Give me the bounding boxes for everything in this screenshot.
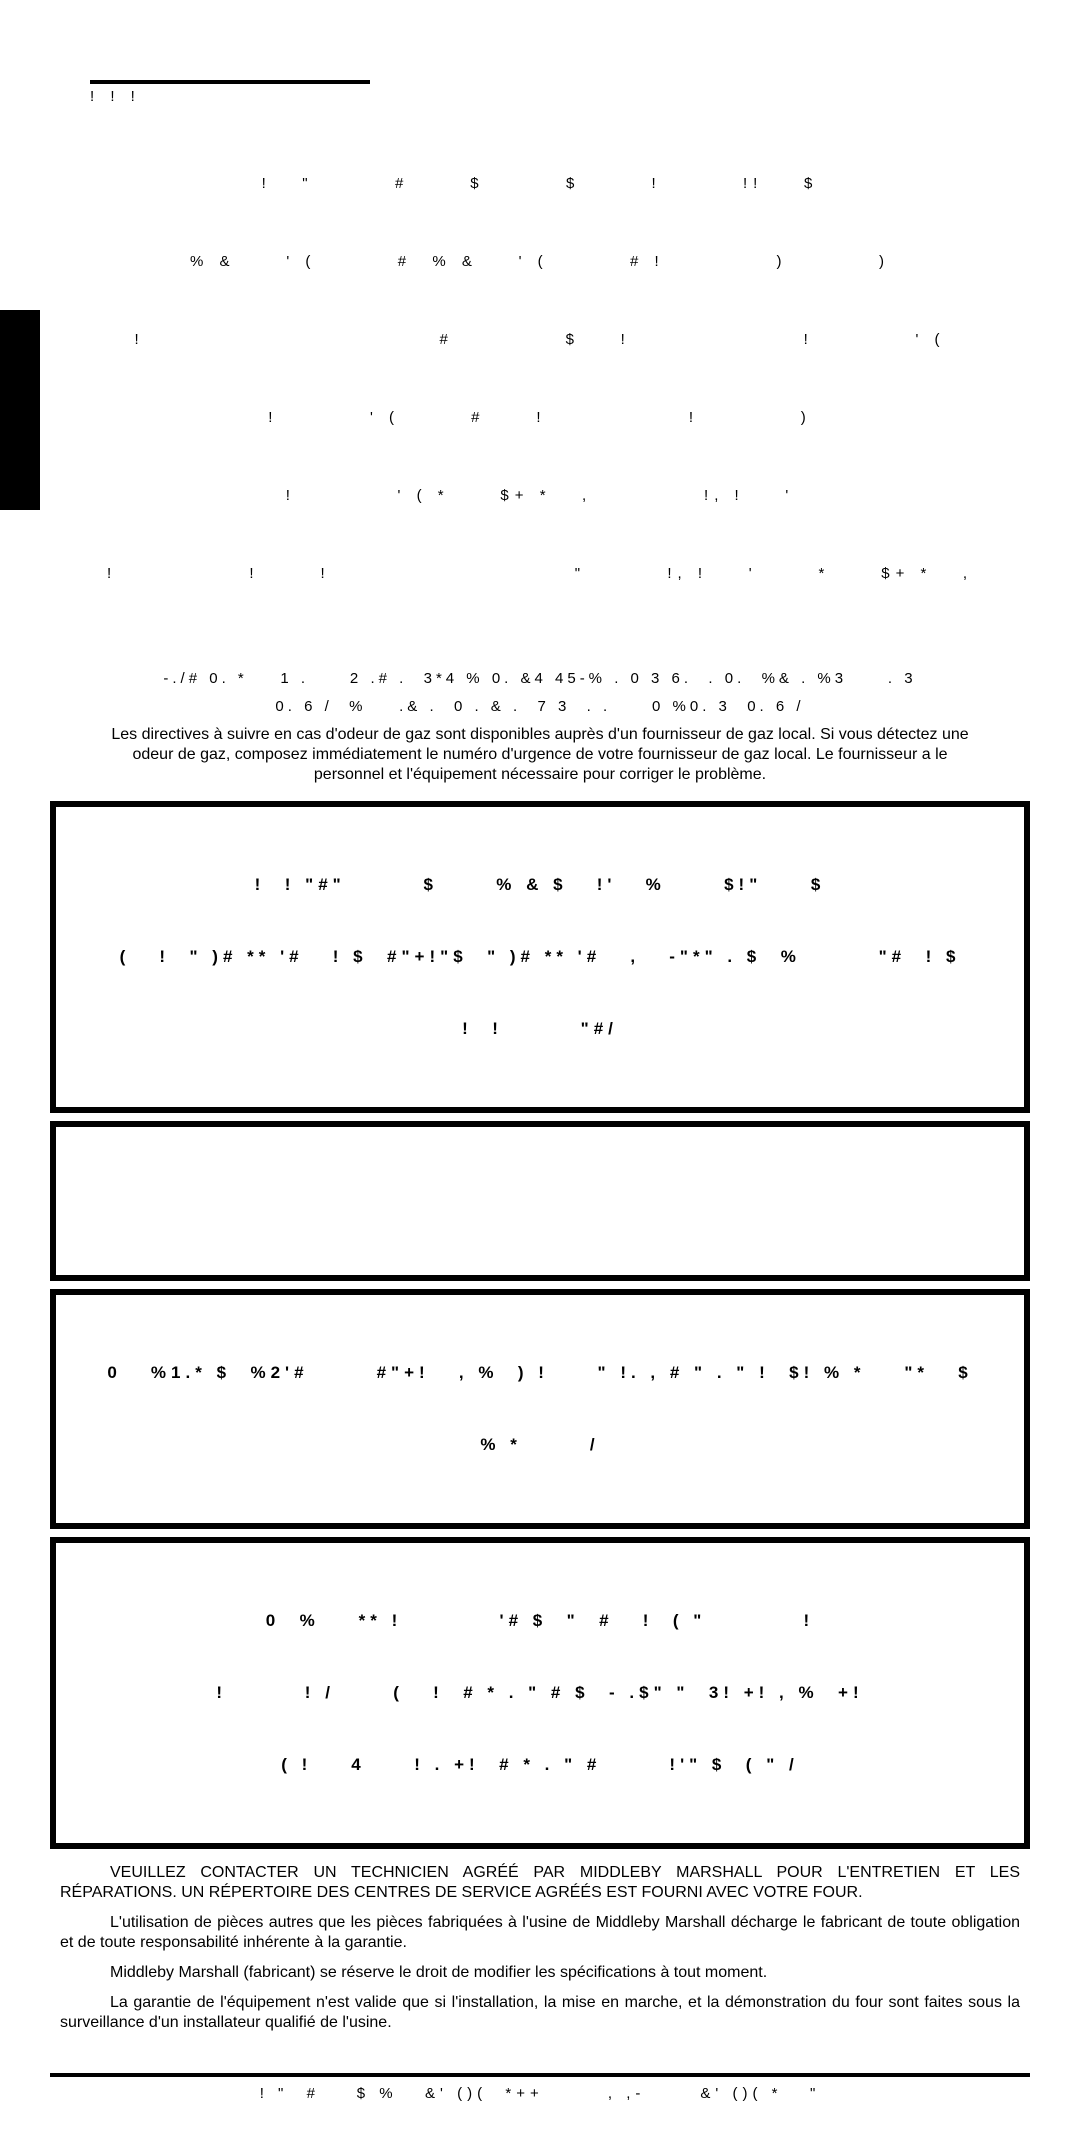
box-line: ( ! " )# ** '# ! $ #"+!"$ " )# ** '# , -… (76, 945, 1004, 969)
box-line: ( ! 4 ! . +! # * . " # !'" $ ( " / (76, 1753, 1004, 1777)
body-p4: La garantie de l'équipement n'est valide… (60, 1993, 1020, 2033)
box-line: ! ! / ( ! # * . " # $ - .$" " 3! +! , % … (76, 1681, 1004, 1705)
bottom-rule (50, 2073, 1030, 2077)
header-symbols: ! ! ! (90, 88, 1030, 105)
box-line: ! ! "#" $ % & $ !' % $!" $ (76, 873, 1004, 897)
box-line: 0 %1.* $ %2'# #"+! , % ) ! " !. , # " . … (76, 1361, 1004, 1385)
mid-line-1: -./# 0. * 1 . 2 .# . 3*4 % 0. &4 45-% . … (50, 669, 1030, 689)
warning-box-3: 0 %1.* $ %2'# #"+! , % ) ! " !. , # " . … (50, 1289, 1030, 1529)
spec-line: ! ' ( # ! ! ) (90, 405, 990, 431)
warning-box-1: ! ! "#" $ % & $ !' % $!" $ ( ! " )# ** '… (50, 801, 1030, 1113)
body-p1: VEUILLEZ CONTACTER UN TECHNICIEN AGRÉÉ P… (60, 1863, 1020, 1903)
box-line: ! ! "#/ (76, 1017, 1004, 1041)
warning-box-2 (50, 1121, 1030, 1281)
page: ! ! ! ! " # $ $ ! !! $ % & ' ( # % & ' (… (0, 0, 1080, 2142)
side-tab (0, 310, 40, 510)
warning-box-4: 0 % ** ! '# $ " # ! ( " ! ! ! / ( ! # * … (50, 1537, 1030, 1849)
body-p3: Middleby Marshall (fabricant) se réserve… (60, 1963, 1020, 1983)
body-p2: L'utilisation de pièces autres que les p… (60, 1913, 1020, 1953)
french-gas-paragraph: Les directives à suivre en cas d'odeur d… (110, 725, 970, 785)
header-rule (90, 80, 370, 84)
spec-line: ! ! ! " !, ! ' * $+ * , (90, 561, 990, 587)
mid-line-2: 0. 6 / % .& . 0 . & . 7 3 . . 0 %0. 3 0.… (50, 697, 1030, 717)
box-line: % * / (76, 1433, 1004, 1457)
body-paragraphs: VEUILLEZ CONTACTER UN TECHNICIEN AGRÉÉ P… (60, 1863, 1020, 2033)
spec-line: ! ' ( * $+ * , !, ! ' (90, 483, 990, 509)
spec-line: % & ' ( # % & ' ( # ! ) ) (90, 249, 990, 275)
box-line: 0 % ** ! '# $ " # ! ( " ! (76, 1609, 1004, 1633)
spec-line: ! " # $ $ ! !! $ (90, 171, 990, 197)
spec-line: ! # $ ! ! ' ( (90, 327, 990, 353)
spec-block: ! " # $ $ ! !! $ % & ' ( # % & ' ( # ! )… (90, 119, 990, 639)
footer-text: ! " # $ % &' ()( *++ , ,- &' ()( * " (50, 2085, 1030, 2102)
